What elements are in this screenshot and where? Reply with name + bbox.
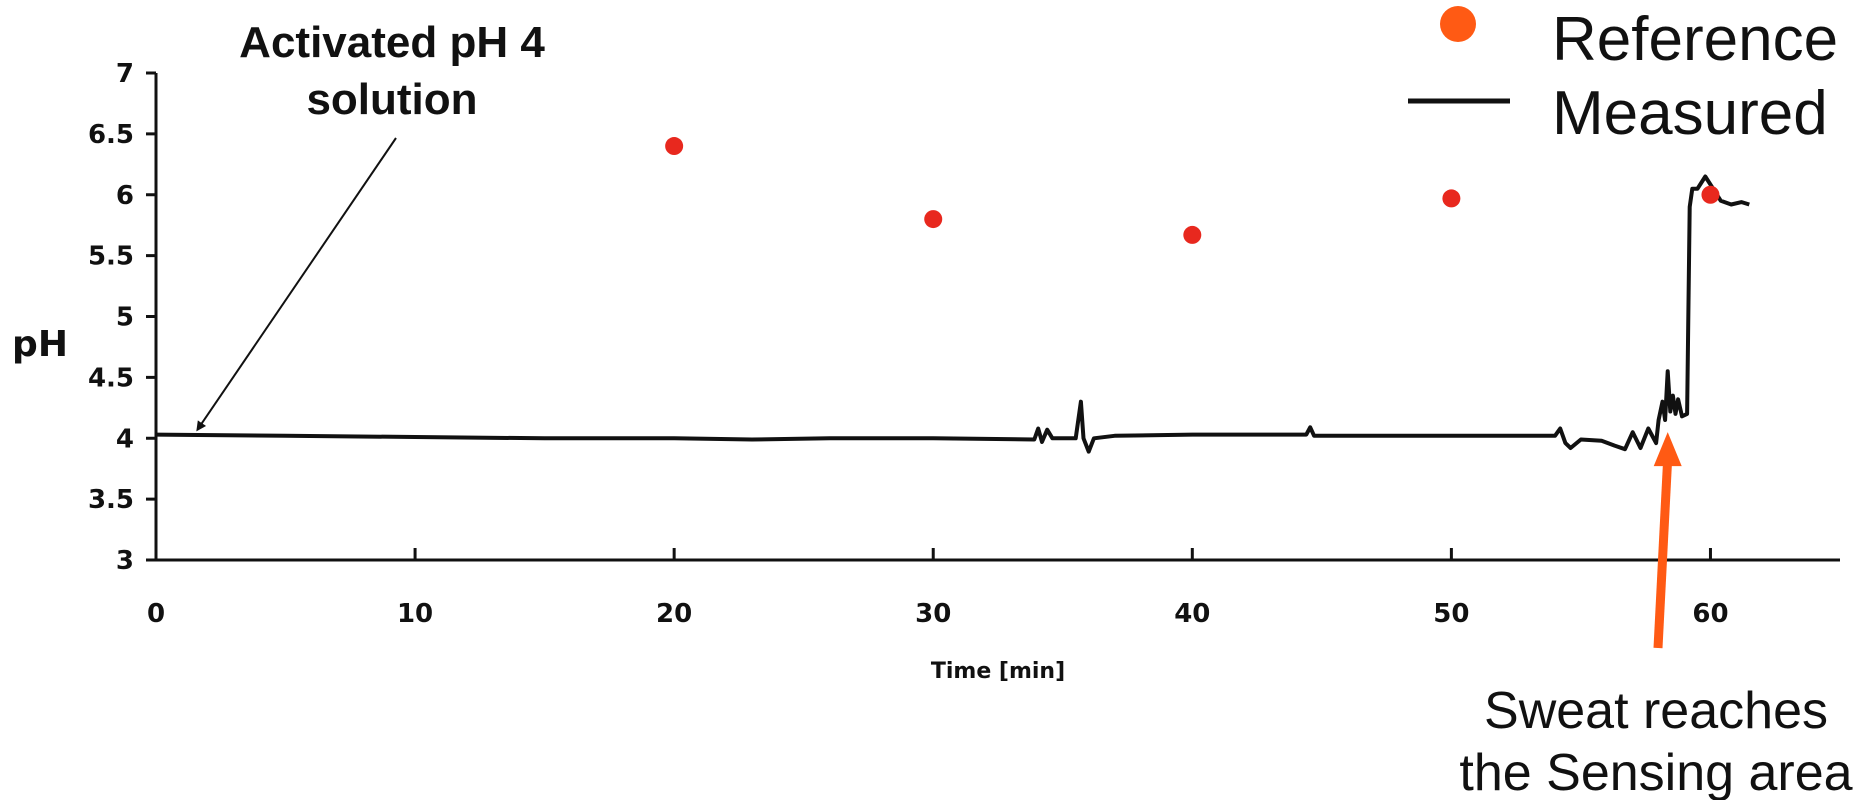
y-tick-label: 4 (116, 424, 134, 454)
reference-point (1701, 185, 1720, 204)
x-tick-label: 40 (1174, 599, 1210, 629)
annotation-activated-line2: solution (306, 75, 477, 124)
y-ticks: 3 3.5 4 4.5 5 5.5 6 6.5 7 (88, 59, 156, 576)
y-tick-label: 6 (116, 181, 134, 211)
annotation-activated-arrow (196, 137, 397, 432)
x-tick-label: 0 (147, 599, 165, 629)
reference-series-points (665, 137, 1720, 244)
x-axis-title: Time [min] (931, 659, 1065, 684)
y-tick-label: 5.5 (88, 242, 134, 272)
legend-reference-label: Reference (1552, 5, 1838, 74)
y-axis-title: pH (12, 324, 68, 365)
reference-point (1442, 189, 1461, 208)
y-tick-label: 4.5 (88, 363, 134, 393)
y-tick-label: 3 (116, 546, 134, 576)
annotation-activated-line1: Activated pH 4 (239, 18, 545, 67)
y-tick-label: 7 (116, 59, 134, 89)
y-tick-label: 6.5 (88, 120, 134, 150)
annotation-sweat-arrow-head (1653, 432, 1682, 467)
x-tick-label: 10 (397, 599, 433, 629)
x-tick-label: 60 (1692, 599, 1728, 629)
y-tick-label: 3.5 (88, 485, 134, 515)
legend: Reference Measured (1408, 5, 1838, 148)
x-tick-label: 30 (915, 599, 951, 629)
y-tick-label: 5 (116, 303, 134, 333)
legend-measured-label: Measured (1552, 79, 1828, 148)
annotation-activated: Activated pH 4 solution (196, 18, 545, 432)
reference-point (665, 137, 684, 156)
legend-reference-marker (1440, 6, 1476, 42)
annotation-sweat-line1: Sweat reaches (1484, 682, 1828, 740)
x-ticks: 0 10 20 30 40 50 60 (147, 548, 1729, 629)
measured-series-line (155, 174, 1750, 454)
x-tick-label: 50 (1433, 599, 1469, 629)
reference-point (924, 210, 943, 229)
x-tick-label: 20 (656, 599, 692, 629)
annotation-sweat-arrow-shaft (1653, 457, 1673, 649)
annotation-sweat: Sweat reaches the Sensing area (1459, 432, 1853, 800)
reference-point (1183, 225, 1202, 244)
annotation-sweat-line2: the Sensing area (1459, 744, 1852, 800)
